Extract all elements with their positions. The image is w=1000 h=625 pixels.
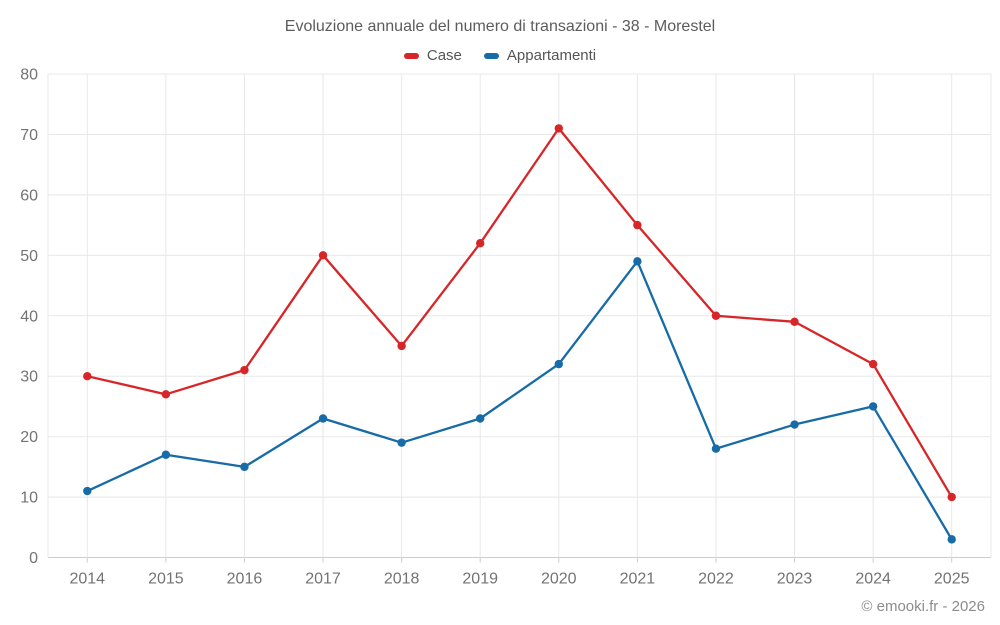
- case-point: [83, 371, 92, 381]
- x-tick-label: 2016: [227, 571, 263, 588]
- case-point: [240, 365, 249, 375]
- x-tick-label: 2018: [384, 571, 420, 588]
- appartamenti-point: [711, 444, 721, 453]
- appartamenti-point: [947, 535, 956, 544]
- series-appartamenti: [83, 257, 956, 544]
- grid-lines: [47, 73, 992, 558]
- case-point: [868, 359, 878, 369]
- legend-label-case: Case: [426, 47, 462, 64]
- x-tick-label: 2024: [855, 571, 891, 588]
- case-point: [790, 317, 799, 326]
- copyright-text: © emooki.fr - 2026: [861, 598, 985, 615]
- case-point: [318, 251, 328, 260]
- x-tick-label: 2014: [69, 571, 105, 588]
- appartamenti-point: [554, 359, 563, 369]
- x-tick-label: 2017: [305, 571, 341, 588]
- y-tick-label: 40: [20, 308, 38, 325]
- y-tick-label: 0: [29, 550, 38, 567]
- x-tick-label: 2015: [148, 571, 184, 588]
- case-point: [397, 341, 406, 351]
- case-point: [947, 492, 956, 502]
- case-point: [476, 239, 485, 248]
- x-tick-label: 2021: [620, 571, 656, 588]
- legend-swatch-case-icon: [403, 52, 419, 59]
- case-point: [633, 220, 642, 230]
- y-tick-label: 10: [20, 490, 38, 507]
- appartamenti-line: [86, 260, 953, 541]
- x-tick-label: 2022: [698, 571, 734, 588]
- series-case: [83, 124, 956, 502]
- y-axis-labels: 0 10 20 30 40 50 60 70 80: [20, 67, 38, 568]
- appartamenti-point: [868, 402, 878, 411]
- appartamenti-point: [83, 486, 92, 496]
- case-point: [554, 124, 563, 133]
- appartamenti-point: [476, 414, 485, 423]
- appartamenti-point: [240, 462, 249, 472]
- x-tick-label: 2023: [777, 571, 813, 588]
- legend-item-appartamenti[interactable]: Appartamenti: [483, 47, 597, 64]
- legend-label-appartamenti: Appartamenti: [506, 47, 597, 64]
- appartamenti-point: [790, 420, 799, 429]
- x-tick-label: 2025: [934, 571, 970, 588]
- legend: Case Appartamenti: [0, 47, 1000, 64]
- appartamenti-point: [397, 438, 406, 447]
- x-axis-ticks: [86, 557, 953, 563]
- y-tick-label: 50: [20, 248, 38, 265]
- case-line: [86, 127, 953, 499]
- x-tick-label: 2019: [462, 571, 498, 588]
- appartamenti-point: [318, 414, 328, 423]
- chart-title: Evoluzione annuale del numero di transaz…: [284, 18, 716, 35]
- y-tick-label: 80: [20, 67, 38, 84]
- y-tick-label: 20: [20, 429, 38, 446]
- y-tick-label: 70: [20, 127, 38, 144]
- legend-swatch-appartamenti-icon: [483, 52, 499, 59]
- legend-item-case[interactable]: Case: [403, 47, 462, 64]
- case-point: [161, 390, 171, 399]
- x-tick-label: 2020: [541, 571, 577, 588]
- appartamenti-point: [633, 257, 642, 266]
- appartamenti-point: [161, 450, 171, 459]
- y-tick-label: 60: [20, 187, 38, 204]
- case-point: [711, 311, 721, 320]
- y-tick-label: 30: [20, 369, 38, 386]
- x-axis-labels: 2014 2015 2016 2017 2018 2019 2020 2021 2022 2023…: [69, 571, 969, 588]
